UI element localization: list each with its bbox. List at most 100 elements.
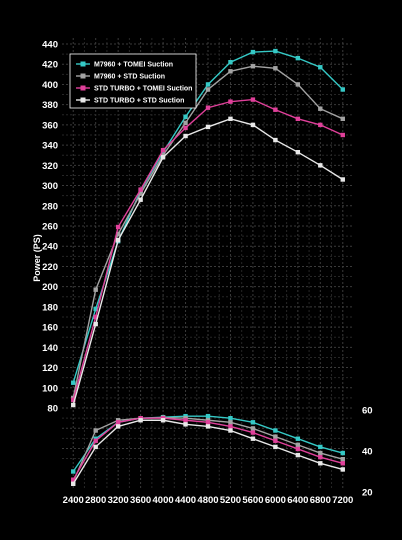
data-point-torque — [160, 418, 166, 423]
data-point-torque — [228, 416, 233, 421]
data-point-torque — [71, 477, 76, 482]
data-point-torque — [115, 420, 121, 425]
data-point-power — [295, 149, 301, 155]
data-point-torque — [71, 481, 76, 486]
data-point-torque — [340, 461, 345, 466]
y-tick-label: 280 — [42, 201, 58, 212]
data-point-torque — [138, 418, 143, 423]
y-tick-label: 80 — [47, 404, 58, 415]
data-point-power — [205, 105, 211, 110]
data-point-power — [318, 163, 323, 168]
data-point-power — [183, 125, 188, 131]
data-point-torque — [340, 467, 345, 472]
data-point-power — [228, 99, 233, 104]
x-tick-label: 4800 — [197, 495, 218, 506]
y-tick-label: 380 — [42, 100, 58, 111]
data-point-torque — [250, 426, 256, 431]
data-point-power — [115, 237, 121, 243]
legend-swatch-marker — [80, 85, 86, 91]
legend: M7960 + TOMEI Suction M7960 + STD Suction… — [69, 53, 197, 109]
data-point-torque — [228, 424, 233, 429]
data-point-torque — [93, 438, 98, 443]
data-point-power — [183, 114, 188, 119]
data-point-power — [205, 87, 211, 92]
data-point-power — [273, 48, 278, 54]
data-point-torque — [183, 418, 188, 423]
y-tick-label: 120 — [42, 363, 58, 374]
legend-swatch-marker — [80, 73, 86, 79]
data-point-power — [138, 187, 143, 192]
x-tick-label: 2800 — [85, 495, 106, 506]
data-point-power — [340, 87, 345, 92]
data-point-power — [160, 155, 166, 160]
data-point-power — [228, 69, 233, 74]
data-point-torque — [340, 457, 345, 462]
data-point-torque — [115, 424, 121, 429]
x-axis-ticks: 2400 2800 3200 3600 4000 4400 4800 5200 5600 6000… — [63, 495, 354, 506]
data-point-power — [138, 191, 143, 196]
data-point-torque — [205, 413, 211, 419]
data-point-torque — [273, 444, 278, 450]
data-point-torque — [250, 430, 256, 435]
data-point-power — [340, 116, 345, 122]
data-point-power — [318, 106, 323, 111]
x-tick-label: 5200 — [220, 495, 241, 506]
data-point-power — [93, 321, 98, 327]
data-point-torque — [318, 454, 323, 460]
y-tick-label: 140 — [42, 343, 58, 354]
legend-entry-label: STD TURBO + TOMEI Suction — [94, 86, 192, 93]
y-tick-label: 400 — [42, 80, 58, 91]
data-point-power — [228, 116, 233, 122]
x-tick-label: 6000 — [265, 495, 286, 506]
y-tick-label: 160 — [42, 323, 58, 334]
data-point-torque — [318, 461, 323, 466]
data-point-torque — [295, 442, 301, 448]
data-point-power — [205, 124, 211, 130]
y-tick-label: 260 — [42, 222, 58, 233]
data-point-power — [273, 107, 278, 112]
legend-entry-label: M7960 + TOMEI Suction — [94, 62, 173, 69]
data-point-power — [93, 314, 98, 320]
y2-tick-label: 20 — [362, 488, 373, 499]
y-tick-label: 300 — [42, 181, 58, 192]
data-point-power — [183, 120, 188, 126]
data-point-torque — [273, 434, 278, 439]
data-point-power — [71, 397, 76, 403]
data-point-power — [250, 122, 256, 128]
y-tick-label: 340 — [42, 141, 58, 152]
data-point-power — [295, 82, 301, 87]
data-point-torque — [295, 446, 301, 452]
x-tick-label: 7200 — [332, 495, 353, 506]
data-point-torque — [93, 444, 98, 450]
data-point-power — [340, 177, 345, 182]
legend-entry-label: M7960 + STD Suction — [94, 74, 165, 81]
data-point-power — [250, 97, 256, 102]
data-point-power — [205, 82, 211, 87]
data-point-torque — [183, 422, 188, 427]
y2-axis-ticks: 20 40 60 — [362, 406, 373, 499]
series-group — [71, 116, 345, 486]
data-point-torque — [228, 428, 233, 433]
x-tick-label: 2400 — [63, 495, 84, 506]
data-point-power — [71, 402, 76, 408]
data-point-power — [71, 380, 76, 385]
series-lines — [71, 48, 345, 486]
data-point-power — [318, 122, 323, 128]
data-point-torque — [273, 428, 278, 433]
y-tick-label: 360 — [42, 120, 58, 131]
data-point-power — [250, 49, 256, 55]
y-tick-label: 420 — [42, 60, 58, 71]
data-point-torque — [340, 450, 345, 456]
y-tick-label: 200 — [42, 282, 58, 293]
x-tick-label: 6400 — [287, 495, 308, 506]
x-tick-label: 6800 — [310, 495, 331, 506]
data-point-torque — [71, 469, 76, 474]
y-tick-label: 100 — [42, 383, 58, 394]
x-tick-label: 5600 — [242, 495, 263, 506]
data-point-power — [115, 231, 121, 237]
y-tick-label: 440 — [42, 40, 58, 51]
data-point-torque — [318, 444, 323, 450]
x-tick-label: 4400 — [175, 495, 196, 506]
data-point-power — [115, 224, 121, 230]
